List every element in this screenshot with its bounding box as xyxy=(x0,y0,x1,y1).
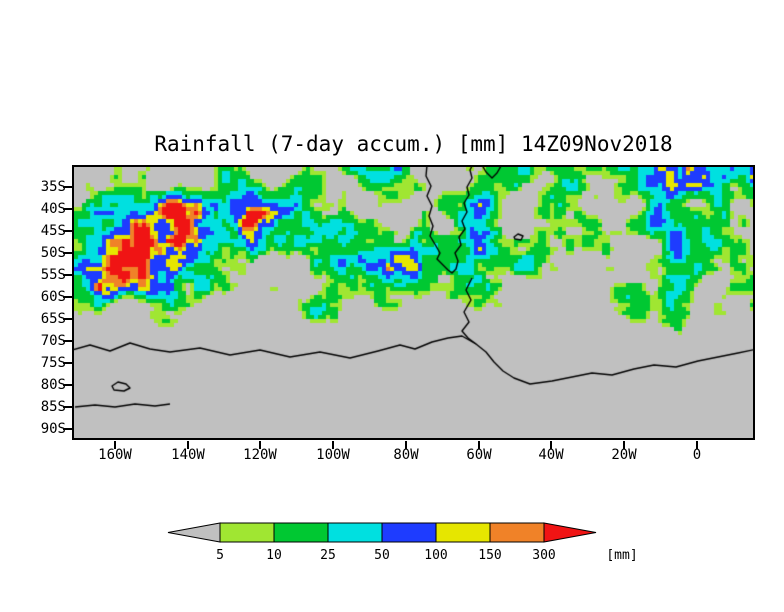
x-tick-label: 160W xyxy=(98,447,132,463)
map-plot-area xyxy=(72,165,755,440)
colorbar-level-label: 150 xyxy=(478,548,501,563)
y-axis-tick xyxy=(63,252,72,254)
x-tick-label: 100W xyxy=(316,447,350,463)
x-tick-label: 20W xyxy=(611,447,637,463)
y-axis-tick xyxy=(63,186,72,188)
colorbar-left-arrow xyxy=(167,522,221,543)
colorbar-level-label: 100 xyxy=(424,548,447,563)
colorbar-right-arrow xyxy=(543,522,597,543)
y-axis-tick xyxy=(63,340,72,342)
y-tick-label: 70S xyxy=(40,333,66,349)
colorbar-level-label: 300 xyxy=(532,548,555,563)
x-axis-tick xyxy=(623,441,625,449)
x-tick-label: 60W xyxy=(466,447,492,463)
x-axis-tick xyxy=(259,441,261,449)
y-tick-label: 50S xyxy=(40,245,66,261)
y-tick-label: 85S xyxy=(40,399,66,415)
y-axis-tick xyxy=(63,384,72,386)
rainfall-field-canvas xyxy=(74,167,753,438)
x-axis-tick xyxy=(405,441,407,449)
y-axis-tick xyxy=(63,274,72,276)
x-tick-label: 0 xyxy=(692,447,702,463)
colorbar-level-label: 5 xyxy=(216,548,224,563)
x-axis-tick xyxy=(478,441,480,449)
y-axis-tick xyxy=(63,362,72,364)
colorbar-segment xyxy=(273,522,329,543)
colorbar-level-label: 50 xyxy=(374,548,390,563)
colorbar-segment xyxy=(327,522,383,543)
y-tick-label: 40S xyxy=(40,201,66,217)
x-axis-tick xyxy=(114,441,116,449)
x-axis-tick xyxy=(332,441,334,449)
colorbar-segment xyxy=(435,522,491,543)
y-tick-label: 45S xyxy=(40,223,66,239)
x-tick-label: 140W xyxy=(171,447,205,463)
x-axis-tick xyxy=(550,441,552,449)
colorbar-level-label: 10 xyxy=(266,548,282,563)
y-axis-tick xyxy=(63,296,72,298)
colorbar-segment xyxy=(489,522,545,543)
x-tick-label: 80W xyxy=(393,447,419,463)
colorbar-segment xyxy=(219,522,275,543)
y-tick-label: 80S xyxy=(40,377,66,393)
colorbar-unit-label: [mm] xyxy=(606,548,637,563)
y-tick-label: 60S xyxy=(40,289,66,305)
x-tick-label: 120W xyxy=(243,447,277,463)
y-axis-tick xyxy=(63,428,72,430)
y-tick-label: 65S xyxy=(40,311,66,327)
x-axis-tick xyxy=(696,441,698,449)
y-tick-label: 55S xyxy=(40,267,66,283)
y-tick-label: 35S xyxy=(40,179,66,195)
chart-title: Rainfall (7-day accum.) [mm] 14Z09Nov201… xyxy=(154,132,673,156)
colorbar-segment xyxy=(381,522,437,543)
y-axis-tick xyxy=(63,230,72,232)
colorbar-level-label: 25 xyxy=(320,548,336,563)
x-axis-tick xyxy=(187,441,189,449)
y-tick-label: 90S xyxy=(40,421,66,437)
y-axis-tick xyxy=(63,406,72,408)
y-tick-label: 75S xyxy=(40,355,66,371)
y-axis-tick xyxy=(63,318,72,320)
colorbar: 5 10 25 50 100 150 300 [mm] xyxy=(167,522,638,563)
y-axis-tick xyxy=(63,208,72,210)
x-tick-label: 40W xyxy=(538,447,564,463)
